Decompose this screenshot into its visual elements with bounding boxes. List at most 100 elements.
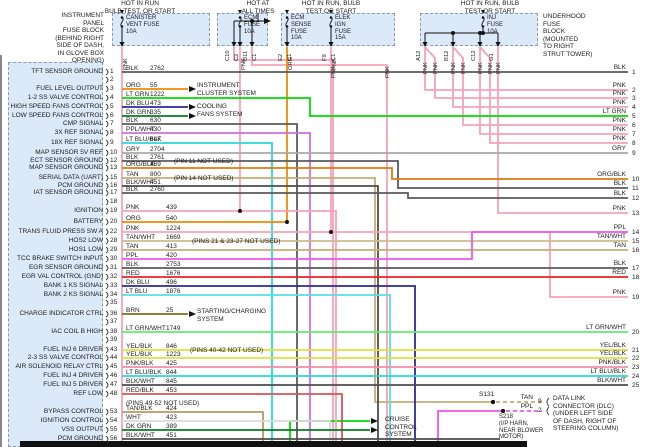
pin-bracket-4 [105,94,109,102]
power-feed-label-0: HOT IN RUN BULB TEST, OR START [104,0,176,15]
pin-number-37: 37 [110,318,118,325]
pin-bracket-53 [105,408,109,416]
wire-pin-9 [122,142,273,447]
pin-label-15: SERIAL DATA (UART) [38,174,103,181]
right-wire-color-10: ORG/BLK [597,171,626,178]
pin-label-17: IAT SENSOR GROUND [33,189,103,196]
pin-number-29: 29 [110,246,118,253]
pin-bracket-36 [105,310,109,318]
dlc-pin-0: 9 [538,398,542,405]
pin-bracket-2 [105,76,109,84]
pin-label-3: FUEL LEVEL OUTPUT [36,85,103,92]
connector-id-C2: C2 [234,53,240,61]
fuse-block-box-0 [112,13,210,46]
wire-color-19: PNK [126,204,140,211]
right-pin-number-24: 24 [632,373,640,380]
junction-dot-6 [329,230,333,234]
wire-color-tag-2: ORG [288,56,294,70]
pin-label-36: CHARGE INDICATOR CTRL [19,310,103,317]
wire-pin-17 [122,192,628,199]
pin-bracket-28 [105,237,109,245]
pin-bracket-32 [105,273,109,281]
feed-wire-pnk-2 [233,47,334,447]
circuit-number-19: 439 [166,204,177,211]
connector-id-C12: C12 [471,50,477,61]
pin-bracket-37 [105,318,109,326]
circuit-number-30: 420 [166,252,177,259]
not-used-note-49-52: (PINS 49-52 NOT USED) [126,400,200,407]
wire-color-36: BRN [126,307,140,314]
pin-number-3: 3 [110,85,114,92]
wire-pin-15 [122,177,493,403]
circuit-number-32: 1676 [166,270,181,277]
fuse-block-box-1 [217,13,268,46]
pin-label-16: PCM GROUND [57,182,103,189]
underhood-fuse-block-label: UNDERHOOD FUSE BLOCK (MOUNTED TO RIGHT S… [543,13,593,58]
circuit-number-22: 1224 [166,225,181,232]
junction-dot-3 [481,31,485,35]
fuse-label-0: CANISTER VENT FUSE 10A [126,15,160,35]
right-wire-color-14: PPL [613,224,626,231]
pin-bracket-33 [105,282,109,290]
pin-bracket-18 [105,198,109,206]
pin-label-28: HOS2 LOW [68,237,103,244]
wire-color-33: DK BLU [126,279,150,286]
pin-number-13: 13 [110,164,118,171]
circuit-number-54: 423 [166,414,177,421]
fuse-symbol-1 [238,17,242,27]
not-used-note-28: (PINS 21 & 23-27 NOT USED) [192,238,281,245]
wire-color-9: LT BLU/BLK [126,136,162,143]
right-wire-color-4: PNK [612,99,626,106]
fuse-block-box-2 [281,13,395,46]
wire-color-tag-1: PNK [241,58,247,70]
right-pin-number-21: 21 [632,347,640,354]
pin-bracket-44 [105,354,109,362]
wire-color-43: YEL/BLK [126,343,153,350]
circuit-number-33: 496 [166,279,177,286]
right-pin-number-20: 20 [632,329,640,336]
wire-color-20: ORG [126,215,141,222]
fuse-block-box-3 [420,13,538,46]
pin-label-31: EGR SENSOR GROUND [28,264,103,271]
pin-bracket-6 [105,112,109,120]
system-arrow-3-1 [371,427,378,433]
pin-label-48: REF LOW [73,390,103,397]
pin-label-9: 18X REF SIGNAL [50,139,103,146]
right-pin-number-19: 19 [632,294,640,301]
circuit-number-45: 425 [166,360,177,367]
right-wire-color-16: TAN [613,242,626,249]
right-wire-color-17: BLK [613,260,626,267]
feed-wire-ppl-14 [437,410,503,447]
pin-label-7: CMP SIGNAL [63,120,103,127]
circuit-number-12: 2761 [150,154,165,161]
circuit-number-7: 630 [150,117,161,124]
pin-bracket-46 [105,372,109,380]
system-arrow-1-0 [189,104,196,110]
circuit-number-8: 430 [150,126,161,133]
pin-number-12: 12 [110,157,118,164]
circuit-number-56: 451 [166,432,177,439]
pin-label-22: TRANS FLUID PRESS SW A [18,228,103,235]
wire-pin-19 [122,210,337,447]
fuse-symbol-4 [481,17,485,27]
wire-color-8: PPL/WHT [126,126,155,133]
connector-id-G1: G1 [489,53,495,61]
circuit-number-43: 846 [166,343,177,350]
system-label-1: COOLING FANS SYSTEM [197,103,243,118]
circuit-number-48: 453 [166,387,177,394]
wire-color-12: BLK [126,154,139,161]
pin-bracket-29 [105,246,109,254]
circuit-number-38: 1749 [166,325,181,332]
right-pin-number-25: 25 [632,382,640,389]
pin-bracket-35 [105,299,109,307]
right-wire-color-24: LT BLU/BLK [590,368,626,375]
right-wire-color-9: GRY [612,145,626,152]
pin-number-20: 20 [110,218,118,225]
wire-color-15: TAN [126,171,139,178]
pin-number-56: 56 [110,435,118,442]
dlc-wire-color-1: PPL [520,403,533,410]
instrument-panel-fuse-block-label: INSTRUMENT PANEL FUSE BLOCK (BEHIND RIGH… [55,12,104,64]
wire-color-13: ORG/BLK [126,161,155,168]
feed-wire-pnk-3 [251,47,388,447]
wire-color-tag-8: PNK [451,62,457,74]
